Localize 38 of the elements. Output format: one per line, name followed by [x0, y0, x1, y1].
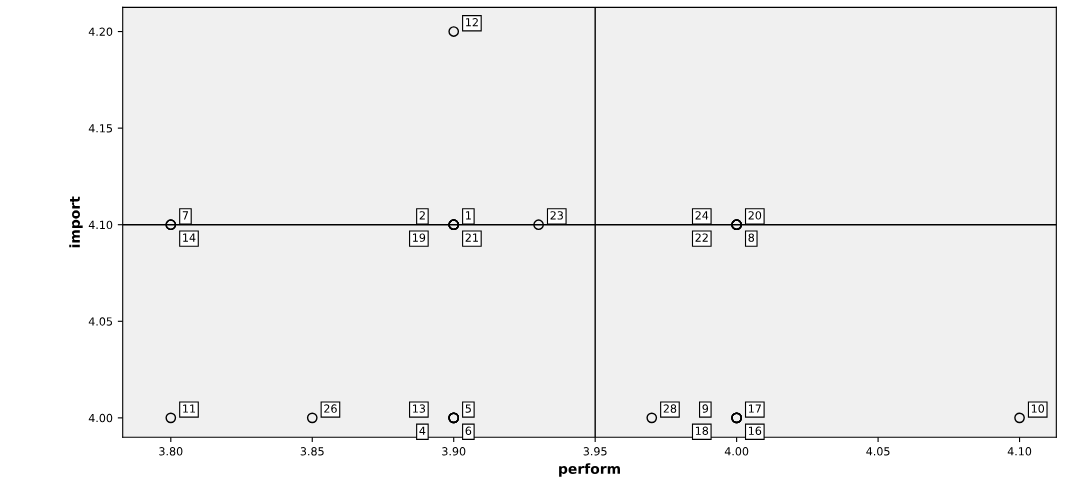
annotation: 17 — [748, 404, 761, 413]
y-tick-label: 4.15 — [88, 124, 113, 133]
x-tick-label: 3.95 — [583, 447, 607, 456]
annotation: 20 — [748, 211, 762, 220]
annotation: 28 — [663, 404, 677, 413]
annotation: 9 — [702, 404, 709, 413]
annotation: 7 — [182, 211, 189, 220]
annotation: 16 — [748, 426, 762, 435]
annotation: 12 — [466, 18, 478, 27]
annotation: 10 — [1031, 404, 1045, 413]
annotation: 23 — [550, 211, 563, 220]
annotation: 18 — [695, 426, 709, 435]
annotation: 22 — [695, 233, 708, 242]
x-tick-label: 3.80 — [159, 447, 183, 456]
y-tick-label: 4.05 — [88, 317, 113, 326]
annotation: 13 — [413, 404, 426, 413]
x-tick-label: 3.85 — [300, 447, 324, 456]
annotation: 11 — [183, 404, 196, 413]
y-axis-title: import — [69, 196, 83, 248]
annotation: 21 — [465, 233, 478, 242]
x-tick-label: 4.10 — [1007, 447, 1032, 456]
annotation: 1 — [466, 211, 471, 220]
annotation: 5 — [465, 404, 471, 413]
y-tick-label: 4.00 — [88, 413, 113, 423]
y-tick-label: 4.20 — [88, 27, 113, 36]
x-tick-label: 4.05 — [866, 447, 890, 456]
annotation: 8 — [748, 233, 755, 242]
annotation: 24 — [695, 211, 709, 220]
x-axis-title: perform — [559, 463, 620, 477]
x-tick-label: 3.90 — [442, 447, 466, 456]
annotation: 6 — [465, 426, 472, 435]
y-tick-label: 4.10 — [88, 220, 113, 230]
x-tick-label: 4.00 — [724, 447, 749, 456]
annotation: 2 — [419, 211, 425, 220]
annotation: 14 — [183, 233, 196, 242]
annotation: 19 — [413, 233, 426, 242]
annotation: 4 — [419, 426, 426, 435]
annotation: 26 — [324, 404, 337, 413]
